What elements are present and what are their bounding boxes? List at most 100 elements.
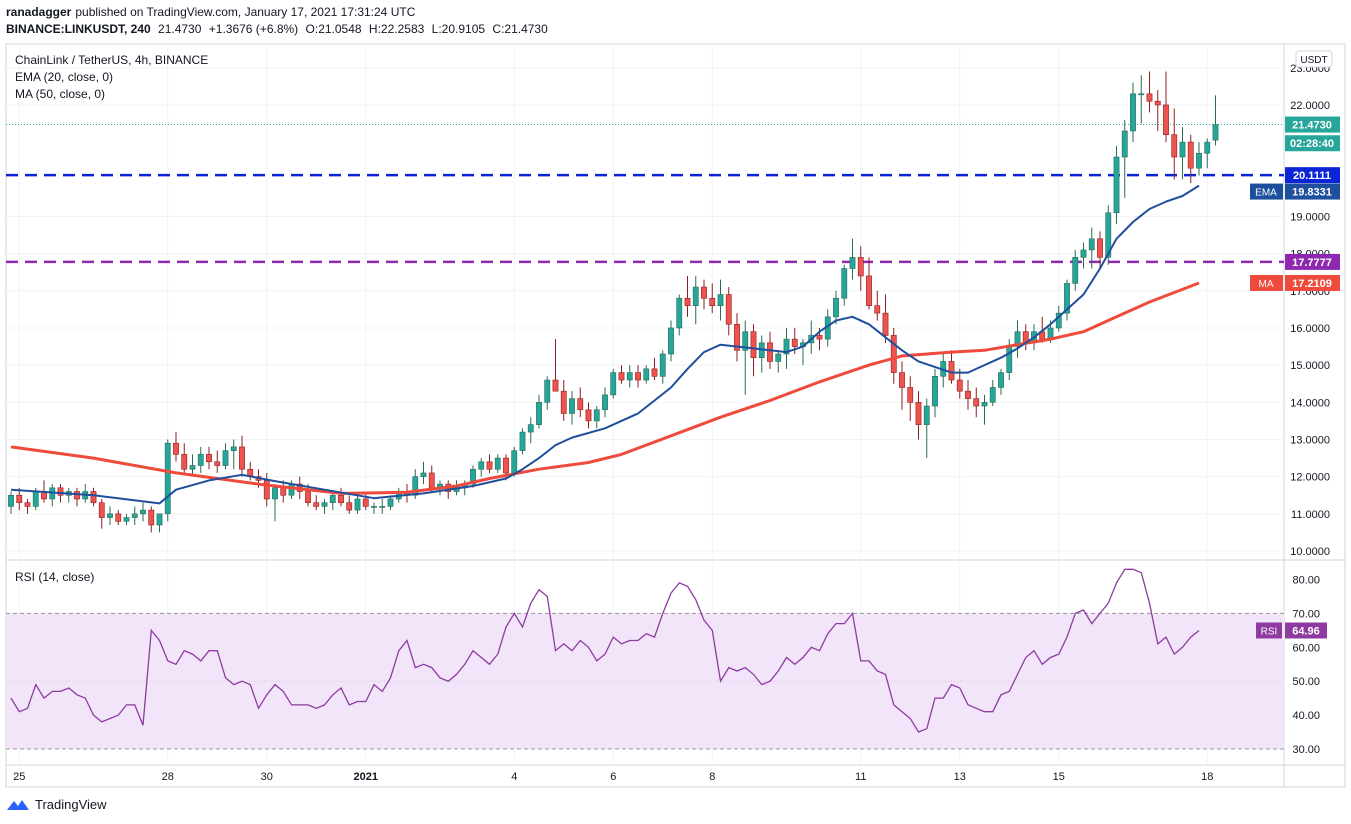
candle[interactable] [239, 435, 245, 477]
currency-badge[interactable] [1295, 50, 1333, 68]
candle[interactable] [164, 439, 171, 522]
candle[interactable] [734, 313, 740, 362]
candle[interactable] [371, 502, 377, 514]
candle[interactable] [956, 368, 963, 399]
candle[interactable] [668, 320, 674, 362]
candle[interactable] [552, 339, 559, 392]
candle[interactable] [140, 502, 146, 522]
candle[interactable] [1055, 305, 1062, 332]
candle[interactable] [1212, 95, 1219, 146]
candle[interactable] [882, 294, 889, 343]
candle[interactable] [65, 487, 72, 503]
candle[interactable] [115, 510, 122, 525]
candle[interactable] [156, 513, 163, 533]
candle[interactable] [1097, 231, 1103, 269]
candle[interactable] [800, 339, 806, 366]
candle[interactable] [560, 380, 567, 421]
candle[interactable] [16, 487, 23, 511]
candle[interactable] [965, 380, 971, 410]
candle[interactable] [494, 454, 501, 473]
candle[interactable] [420, 461, 427, 485]
candle[interactable] [1080, 242, 1087, 269]
candle[interactable] [24, 498, 31, 514]
candle[interactable] [635, 365, 641, 388]
candle[interactable] [354, 495, 361, 514]
candle[interactable] [1179, 127, 1186, 180]
candle[interactable] [1204, 138, 1211, 169]
candle[interactable] [222, 443, 229, 470]
candle[interactable] [874, 290, 881, 321]
author[interactable]: ranadagger [6, 5, 72, 19]
candle[interactable] [1088, 227, 1095, 269]
candle[interactable] [610, 368, 617, 399]
candle[interactable] [841, 264, 848, 306]
candle[interactable] [857, 246, 864, 291]
candle[interactable] [98, 498, 105, 529]
candle[interactable] [973, 387, 980, 418]
candle[interactable] [263, 472, 270, 507]
candle[interactable] [775, 350, 782, 373]
candle[interactable] [470, 465, 476, 488]
candle[interactable] [989, 380, 996, 407]
candle[interactable] [948, 350, 955, 384]
candle[interactable] [8, 491, 14, 514]
candle[interactable] [742, 320, 749, 395]
candle[interactable] [998, 368, 1004, 395]
candle[interactable] [593, 406, 600, 429]
candle[interactable] [833, 290, 839, 325]
candle[interactable] [676, 294, 683, 336]
candle[interactable] [866, 257, 872, 310]
candle[interactable] [577, 387, 584, 418]
candle[interactable] [701, 279, 707, 310]
candle[interactable] [123, 513, 130, 525]
candle[interactable] [49, 484, 56, 507]
candle[interactable] [1187, 134, 1194, 184]
candle[interactable] [709, 283, 716, 314]
candle[interactable] [692, 275, 699, 325]
candle[interactable] [527, 417, 534, 444]
candle[interactable] [536, 394, 542, 429]
candle[interactable] [1138, 75, 1145, 124]
candle[interactable] [74, 487, 80, 507]
candle[interactable] [272, 484, 278, 522]
candle[interactable] [197, 446, 204, 473]
candle[interactable] [1163, 71, 1169, 143]
candle[interactable] [214, 450, 221, 473]
candle[interactable] [932, 368, 938, 418]
candle[interactable] [90, 487, 97, 507]
candle[interactable] [486, 454, 493, 473]
candle[interactable] [519, 428, 526, 455]
candle[interactable] [758, 335, 765, 373]
candle[interactable] [478, 458, 485, 477]
candle[interactable] [750, 324, 757, 377]
candle[interactable] [1121, 119, 1128, 198]
candle[interactable] [329, 491, 336, 511]
candle[interactable] [849, 238, 856, 280]
candle[interactable] [981, 394, 988, 425]
candle[interactable] [131, 506, 138, 525]
candle[interactable] [1146, 71, 1153, 113]
candle[interactable] [643, 365, 650, 384]
candle[interactable] [544, 376, 551, 410]
candle[interactable] [1130, 82, 1136, 143]
candle[interactable] [338, 487, 344, 507]
candle[interactable] [899, 361, 905, 410]
candle[interactable] [1014, 320, 1021, 358]
candle[interactable] [915, 391, 922, 440]
candle[interactable] [923, 398, 930, 459]
candle[interactable] [82, 484, 89, 503]
candle[interactable] [181, 443, 188, 473]
candle[interactable] [1064, 279, 1070, 321]
candle[interactable] [313, 495, 320, 511]
candle[interactable] [725, 287, 732, 336]
candle[interactable] [230, 439, 237, 470]
candle[interactable] [783, 327, 790, 369]
candle[interactable] [1113, 145, 1120, 224]
footer-brand[interactable]: TradingView [35, 796, 107, 812]
candle[interactable] [387, 495, 394, 511]
candle[interactable] [651, 357, 658, 381]
candle[interactable] [618, 365, 625, 384]
candle[interactable] [907, 376, 914, 421]
candle[interactable] [148, 506, 155, 533]
